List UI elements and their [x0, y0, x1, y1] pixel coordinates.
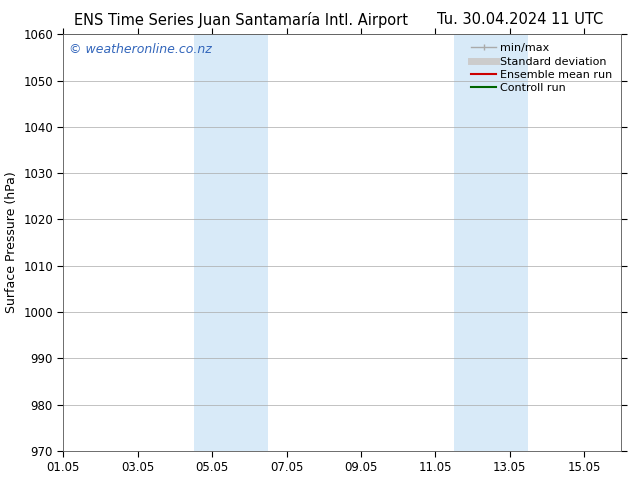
Legend: min/max, Standard deviation, Ensemble mean run, Controll run: min/max, Standard deviation, Ensemble me…: [468, 40, 616, 97]
Text: © weatheronline.co.nz: © weatheronline.co.nz: [69, 43, 212, 56]
Y-axis label: Surface Pressure (hPa): Surface Pressure (hPa): [4, 172, 18, 314]
Text: Tu. 30.04.2024 11 UTC: Tu. 30.04.2024 11 UTC: [437, 12, 603, 27]
Text: ENS Time Series Juan Santamaría Intl. Airport: ENS Time Series Juan Santamaría Intl. Ai…: [74, 12, 408, 28]
Bar: [193, 34, 268, 451]
Bar: [454, 34, 528, 451]
